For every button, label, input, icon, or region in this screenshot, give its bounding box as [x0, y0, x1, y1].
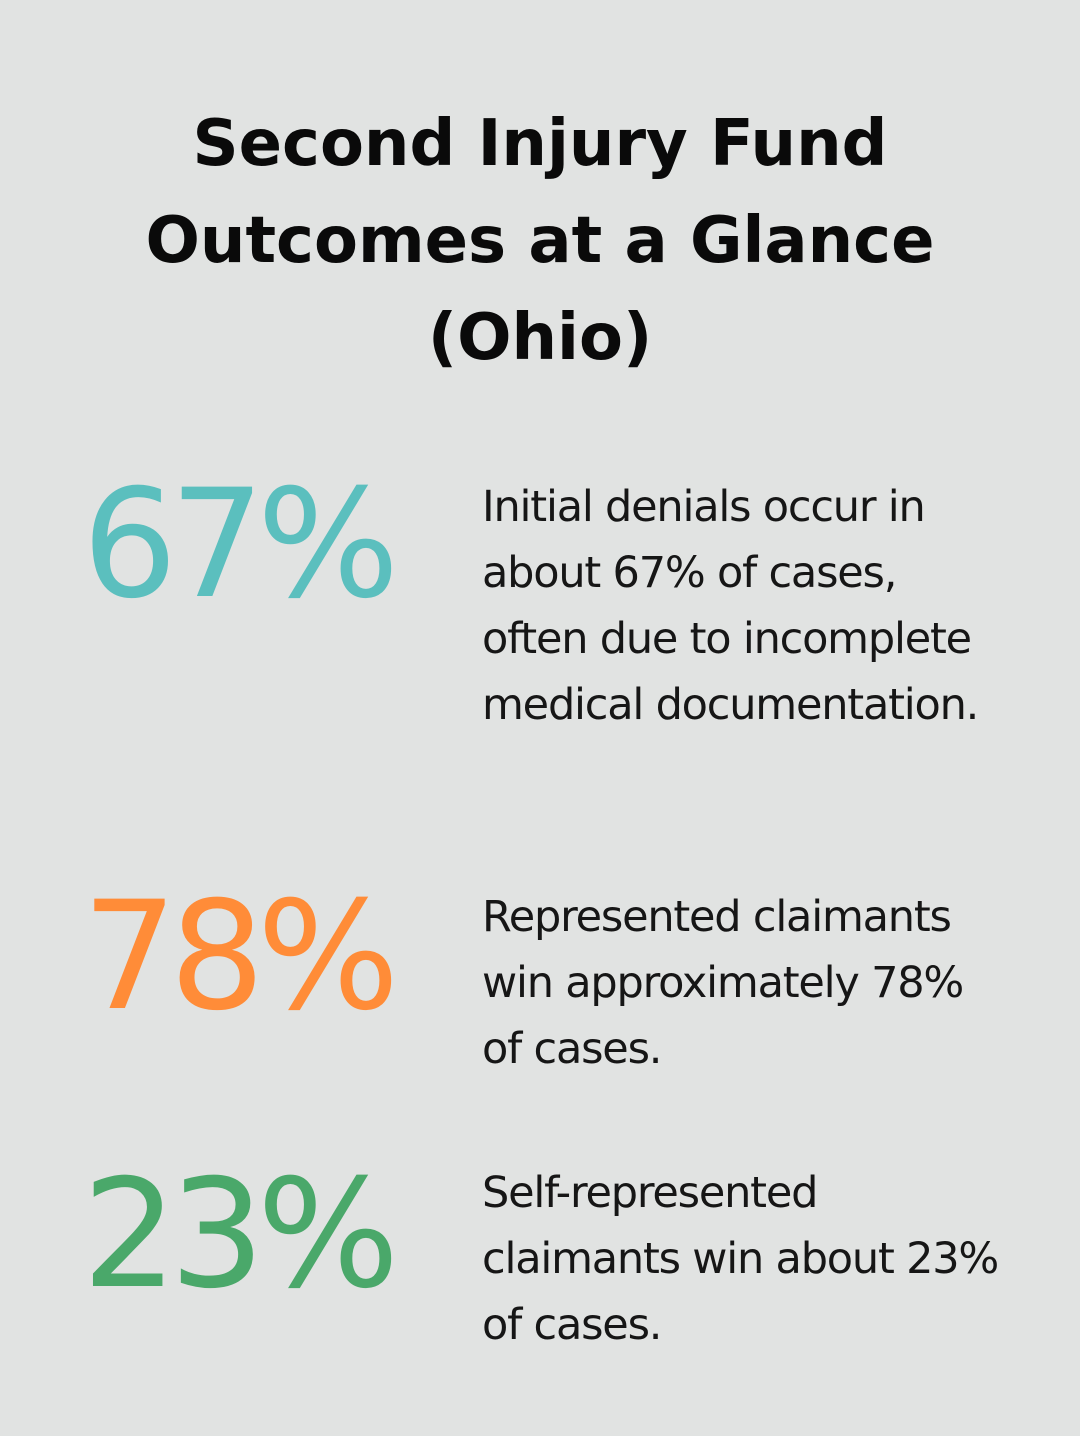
stat-description: Self-represented claimants win about 23%…: [482, 1168, 999, 1350]
stat-description: Represented claimants win approximately …: [482, 892, 964, 1074]
stat-value: 23%: [82, 1148, 399, 1322]
stat-value: 78%: [82, 870, 399, 1044]
page-title: Second Injury Fund Outcomes at a Glance …: [145, 107, 935, 375]
stat-value: 67%: [82, 458, 399, 632]
stat-description: Initial denials occur in about 67% of ca…: [482, 482, 979, 730]
